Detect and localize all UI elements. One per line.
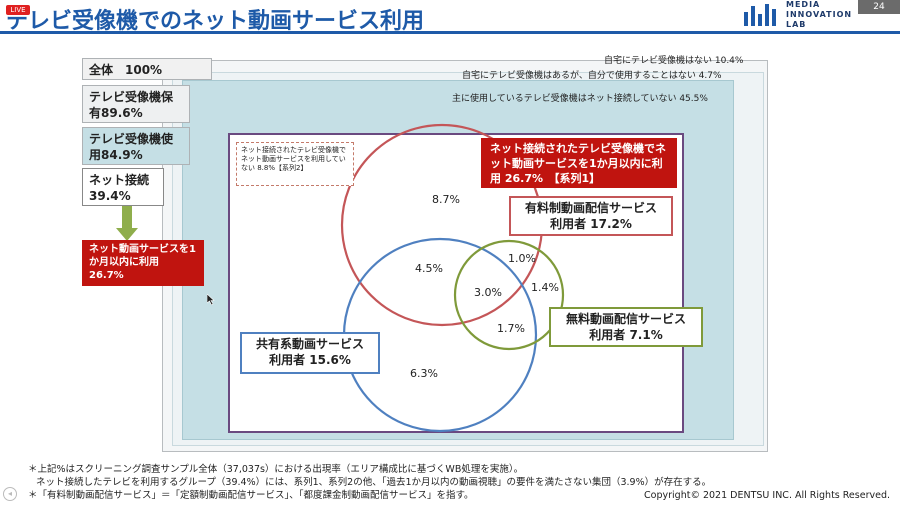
value-free-share: 1.7% [497,322,525,335]
free-line2: 利用者 7.1% [589,328,663,342]
page-title: テレビ受像機でのネット動画サービス利用 [6,9,425,34]
paid-line1: 有料制動画配信サービス [524,201,657,215]
share-line1: 共有系動画サービス [255,337,364,351]
free-line1: 無料動画配信サービス [565,312,686,326]
logo-text: MEDIA INNOVATION LAB [786,0,853,29]
copyright: Copyright© 2021 DENTSU INC. All Rights R… [644,490,890,501]
footnote-2: ネット接続したテレビを利用するグループ（39.4%）には、系列1、系列2の他、「… [36,477,712,488]
down-arrow-icon [116,206,138,241]
value-paid-free: 1.0% [508,252,536,265]
circle-free [453,239,565,351]
note-not-connected: 主に使用しているテレビ受像機はネット接続していない 45.5% [452,94,708,104]
note-series2: ネット接続されたテレビ受像機でネット動画サービスを利用していない 8.8%【系列… [236,142,354,186]
label-free-service: 無料動画配信サービス 利用者 7.1% [549,307,703,347]
label-net-connected: ネット接続 39.4% [82,168,164,206]
label-tv-own: テレビ受像機保有89.6% [82,85,190,123]
value-free-only: 1.4% [531,281,559,294]
page-number: 24 [858,0,900,14]
share-line2: 利用者 15.6% [269,353,351,367]
label-net-video-use: ネット動画サービスを1か月以内に利用 26.7% [82,240,204,286]
paid-line2: 利用者 17.2% [550,217,632,231]
mouse-cursor-icon [207,294,215,305]
label-share-service: 共有系動画サービス 利用者 15.6% [240,332,380,374]
value-paid-only: 8.7% [432,193,460,206]
back-nav-icon[interactable]: ◂ [3,487,17,501]
logo-icon [744,4,776,26]
note-no-tv: 自宅にテレビ受像機はない 10.4% [604,56,744,66]
footnote-3: ＊「有料制動画配信サービス」＝「定額制動画配信サービス」、「都度課金制動画配信サ… [28,490,474,501]
value-paid-share: 4.5% [415,262,443,275]
value-share-only: 6.3% [410,367,438,380]
note-not-self: 自宅にテレビ受像機はあるが、自分で使用することはない 4.7% [462,71,722,81]
live-badge: LIVE [6,5,30,15]
label-total: 全体 100% [82,58,212,80]
label-paid-service: 有料制動画配信サービス 利用者 17.2% [509,196,673,236]
value-all-three: 3.0% [474,286,502,299]
label-tv-use: テレビ受像機使用84.9% [82,127,190,165]
label-series1: ネット接続されたテレビ受像機でネット動画サービスを1か月以内に利用 26.7% … [481,138,677,188]
title-underline [0,31,900,34]
footnote-1: ＊上記%はスクリーニング調査サンプル全体（37,037s）における出現率（エリア… [28,464,524,475]
